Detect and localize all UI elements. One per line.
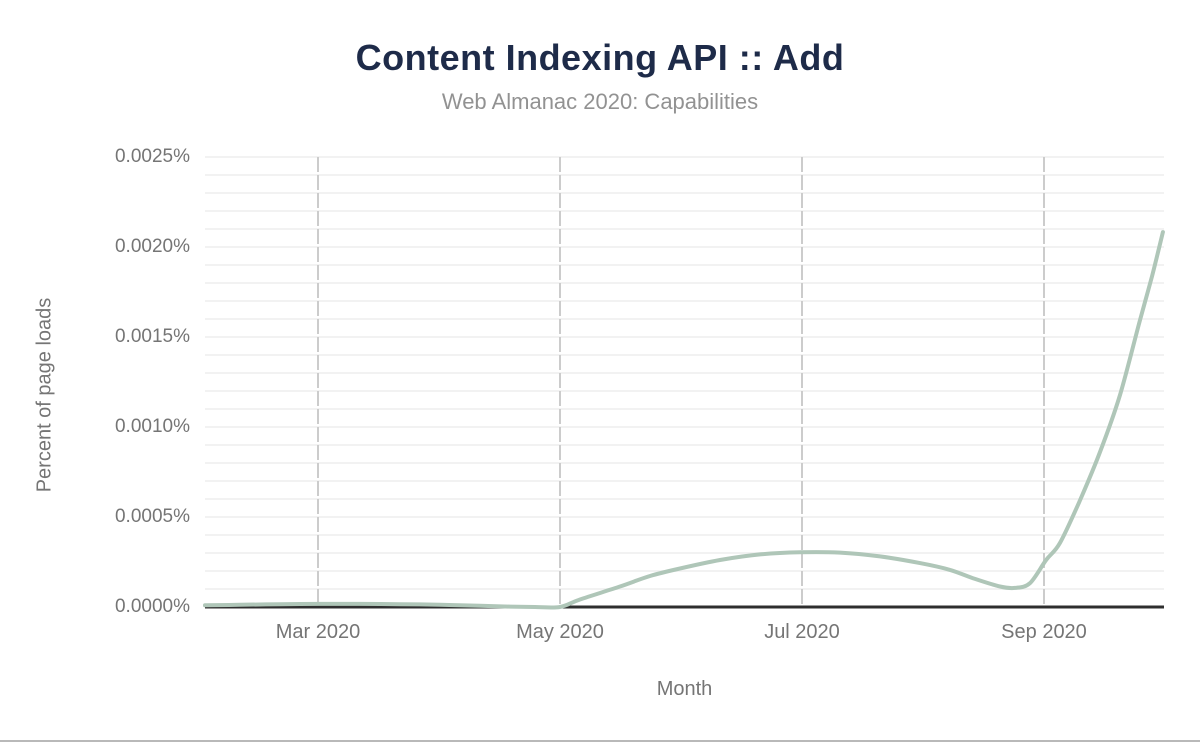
y-tick-label: 0.0010% xyxy=(114,416,190,437)
y-tick-label: 0.0000% xyxy=(114,596,190,617)
x-axis-title: Month xyxy=(656,678,713,700)
x-tick-label: Sep 2020 xyxy=(1001,621,1087,643)
horizontal-gridlines xyxy=(205,156,1164,590)
series-line xyxy=(202,230,1165,610)
y-tick-label: 0.0025% xyxy=(114,146,190,167)
y-tick-label: 0.0005% xyxy=(114,506,190,527)
x-tick-label: May 2020 xyxy=(516,621,604,643)
chart-title: Content Indexing API :: Add xyxy=(355,37,845,78)
vertical-gridlines xyxy=(317,157,1045,607)
y-tick-label: 0.0020% xyxy=(114,236,190,257)
chart-subtitle: Web Almanac 2020: Capabilities xyxy=(441,89,759,114)
x-tick-label: Mar 2020 xyxy=(275,621,361,643)
x-tick-label: Jul 2020 xyxy=(764,621,840,643)
y-tick-label: 0.0015% xyxy=(114,326,190,347)
